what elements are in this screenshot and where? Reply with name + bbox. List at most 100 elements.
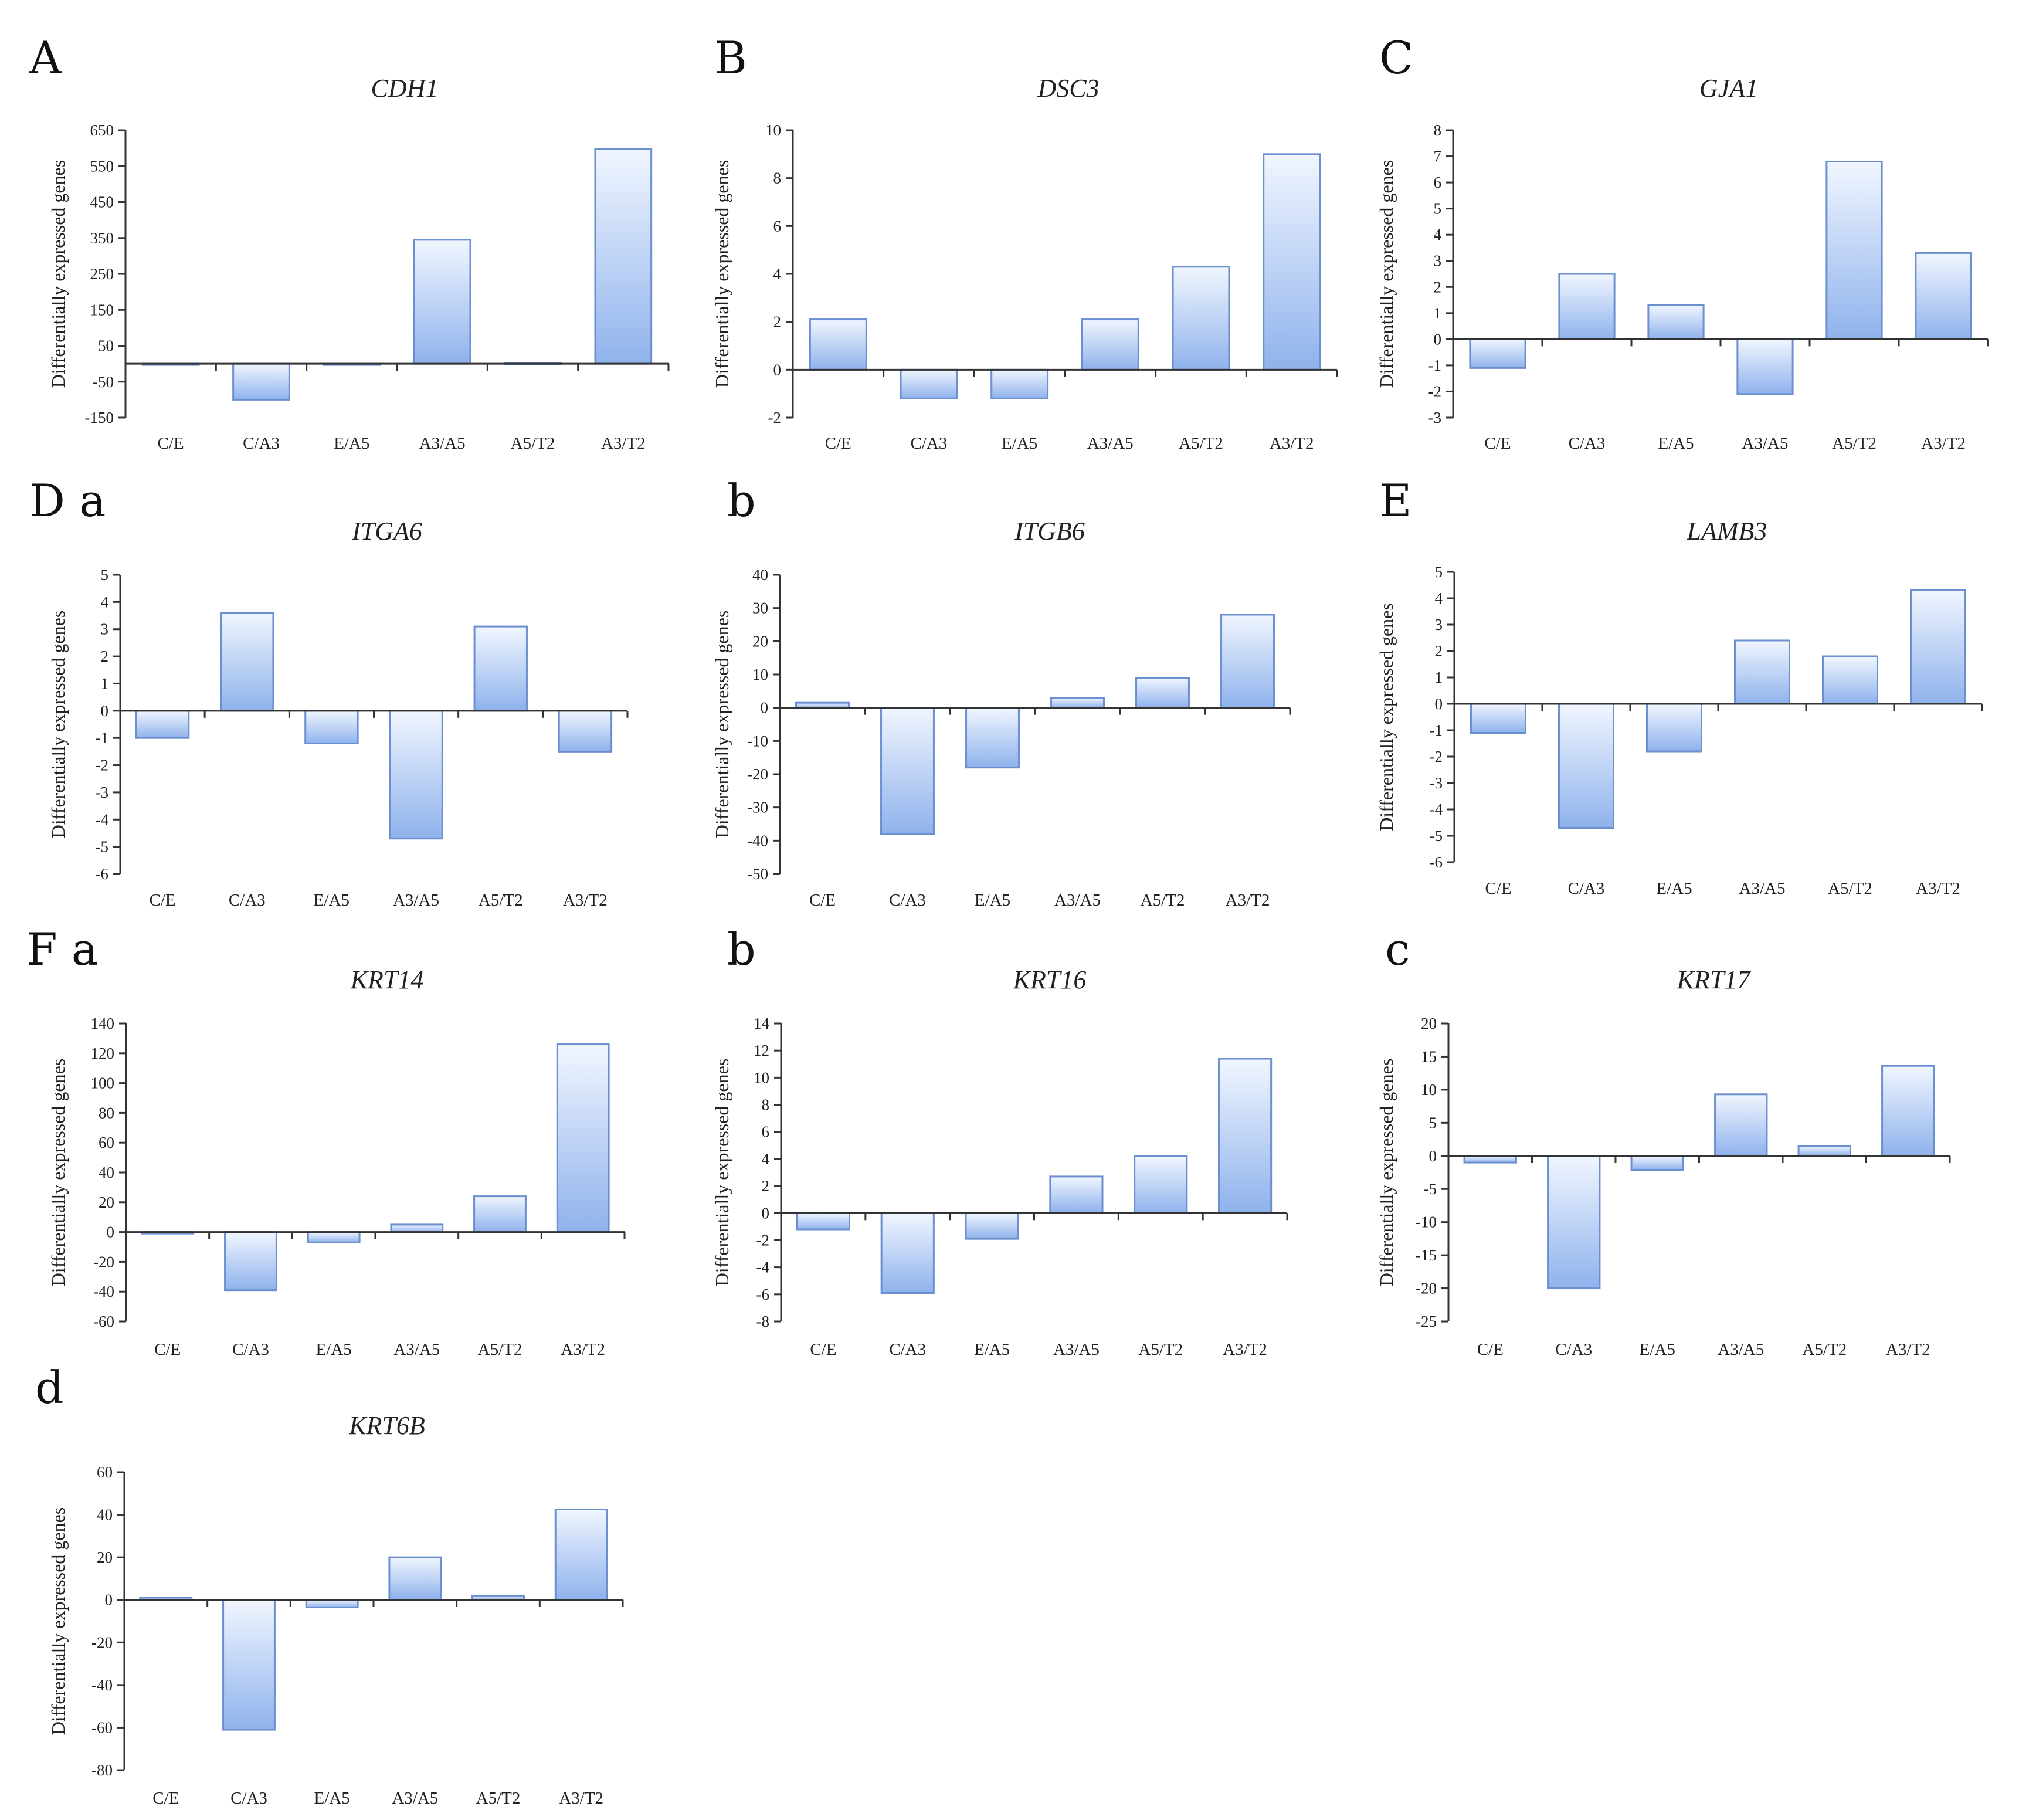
x-category-label: A3/A5 bbox=[393, 891, 439, 910]
bar-a3-a5 bbox=[1081, 318, 1139, 371]
y-tick-label: -5 bbox=[96, 838, 109, 856]
bar-a5-t2 bbox=[1825, 160, 1883, 340]
bar-a3-t2 bbox=[1220, 614, 1275, 709]
bar-e-a5 bbox=[990, 368, 1049, 399]
y-axis-label: Differentially expressed genes bbox=[47, 160, 69, 388]
panel-letter: A bbox=[29, 32, 62, 84]
y-tick-label: -30 bbox=[747, 799, 768, 816]
chart-panel-E: E LAMB3 Differentially expressed genes -6 -5… bbox=[1376, 475, 1983, 898]
x-category-label: C/A3 bbox=[1569, 434, 1606, 453]
y-tick-label: 20 bbox=[752, 632, 768, 650]
y-tick-label: 0 bbox=[762, 1204, 770, 1222]
x-category-label: A3/A5 bbox=[1718, 1340, 1764, 1359]
y-tick-label: -60 bbox=[91, 1719, 113, 1736]
y-tick-label: 10 bbox=[1421, 1081, 1437, 1099]
x-category-label: C/A3 bbox=[243, 434, 280, 453]
y-tick-label: 4 bbox=[1434, 226, 1442, 243]
y-tick-label: -40 bbox=[93, 1283, 114, 1300]
chart-panel-Fb: b KRT16 Differentially expressed genes -8 -6… bbox=[711, 923, 1288, 1359]
y-tick-label: 5 bbox=[101, 566, 109, 584]
bar-e-a5 bbox=[1630, 1155, 1684, 1171]
bar-e-a5 bbox=[965, 707, 1020, 769]
chart-panel-Fd: d KRT6B Differentially expressed genes -80 -… bbox=[35, 1361, 624, 1808]
y-axis-label: Differentially expressed genes bbox=[711, 611, 732, 839]
bar-c-e bbox=[809, 318, 867, 371]
y-tick-label: 6 bbox=[1434, 174, 1442, 191]
x-category-label: A3/A5 bbox=[1087, 434, 1134, 453]
x-category-label: A3/T2 bbox=[1921, 434, 1966, 453]
x-category-label: A5/T2 bbox=[1832, 434, 1877, 453]
y-axis-label: Differentially expressed genes bbox=[47, 1059, 69, 1287]
x-category-label: A3/A5 bbox=[1053, 1340, 1100, 1359]
x-category-label: A3/T2 bbox=[1226, 891, 1270, 910]
y-tick-label: 20 bbox=[99, 1194, 114, 1211]
x-category-label: E/A5 bbox=[1002, 434, 1037, 453]
y-tick-label: -2 bbox=[1428, 382, 1442, 400]
x-category-label: E/A5 bbox=[1640, 1340, 1675, 1359]
y-tick-label: 0 bbox=[773, 361, 782, 378]
x-category-label: A3/A5 bbox=[1742, 434, 1789, 453]
y-tick-label: 10 bbox=[752, 666, 768, 683]
y-tick-label: 20 bbox=[1421, 1015, 1437, 1032]
y-tick-label: 6 bbox=[773, 217, 782, 235]
x-category-label: C/E bbox=[810, 1340, 836, 1359]
x-category-label: A5/T2 bbox=[1179, 434, 1223, 453]
y-tick-label: 10 bbox=[754, 1069, 769, 1086]
chart-title: KRT14 bbox=[350, 965, 424, 994]
bar-c-e bbox=[796, 1212, 851, 1231]
bar-a3-t2 bbox=[1217, 1058, 1273, 1214]
x-category-label: A3/A5 bbox=[1054, 891, 1101, 910]
y-tick-label: -3 bbox=[1428, 409, 1442, 426]
y-tick-label: 2 bbox=[1434, 278, 1442, 296]
x-category-label: E/A5 bbox=[314, 891, 349, 910]
panel-letter: D a bbox=[29, 475, 106, 527]
y-tick-label: -10 bbox=[747, 732, 768, 750]
x-category-label: C/E bbox=[1477, 1340, 1504, 1359]
bar-a5-t2 bbox=[1134, 1155, 1188, 1214]
y-tick-label: -5 bbox=[1424, 1180, 1437, 1198]
y-tick-label: 8 bbox=[762, 1096, 770, 1114]
panel-letter: F a bbox=[26, 923, 98, 975]
y-tick-label: 120 bbox=[91, 1045, 115, 1062]
y-tick-label: 20 bbox=[97, 1548, 113, 1566]
y-tick-label: 3 bbox=[1435, 616, 1443, 633]
bar-a3-a5 bbox=[413, 239, 471, 365]
bar-c-a3 bbox=[1558, 703, 1614, 829]
y-tick-label: -5 bbox=[1430, 827, 1443, 845]
bar-c-e bbox=[1470, 703, 1526, 734]
y-tick-label: -8 bbox=[756, 1313, 770, 1330]
bar-c-a3 bbox=[880, 1212, 935, 1294]
x-category-label: C/A3 bbox=[232, 1340, 269, 1359]
chart-title: KRT17 bbox=[1677, 965, 1752, 994]
bar-a3-t2 bbox=[1915, 252, 1972, 340]
x-category-label: C/E bbox=[152, 1789, 179, 1808]
y-tick-label: 0 bbox=[1429, 1147, 1437, 1165]
bar-a3-a5 bbox=[1049, 1175, 1104, 1214]
bar-a3-t2 bbox=[1881, 1065, 1935, 1157]
y-tick-label: -1 bbox=[1430, 721, 1443, 739]
chart-title: CDH1 bbox=[371, 74, 439, 103]
x-category-label: E/A5 bbox=[975, 891, 1010, 910]
x-category-label: C/A3 bbox=[889, 1340, 926, 1359]
y-tick-label: 2 bbox=[762, 1177, 770, 1195]
bar-c-e bbox=[135, 710, 190, 739]
y-axis-label: Differentially expressed genes bbox=[1376, 160, 1397, 388]
y-tick-label: 4 bbox=[1435, 589, 1443, 607]
y-tick-label: 140 bbox=[91, 1015, 115, 1032]
y-tick-label: 1 bbox=[1435, 669, 1443, 686]
y-tick-label: -50 bbox=[747, 865, 768, 883]
y-tick-label: 40 bbox=[99, 1164, 114, 1181]
x-category-label: A3/T2 bbox=[601, 434, 646, 453]
y-tick-label: -50 bbox=[93, 373, 114, 391]
y-tick-label: 3 bbox=[101, 621, 109, 638]
y-tick-label: -25 bbox=[1416, 1313, 1437, 1330]
y-tick-label: 250 bbox=[90, 265, 114, 283]
y-tick-label: 4 bbox=[101, 593, 109, 611]
y-tick-label: -150 bbox=[85, 409, 114, 426]
x-category-label: C/E bbox=[1485, 879, 1511, 898]
bar-e-a5 bbox=[1646, 703, 1702, 753]
bar-a5-t2 bbox=[1172, 266, 1230, 371]
panel-letter: b bbox=[727, 923, 756, 975]
bar-e-a5 bbox=[965, 1212, 1019, 1240]
bar-a5-t2 bbox=[1135, 677, 1190, 709]
